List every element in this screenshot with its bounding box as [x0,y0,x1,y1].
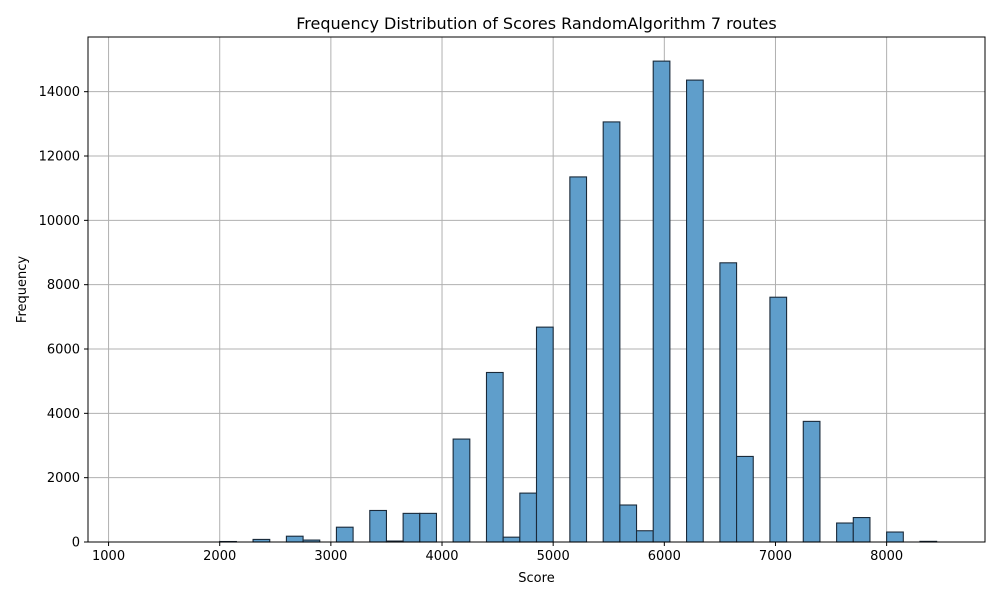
y-tick-label: 2000 [47,471,80,486]
histogram-bar [836,522,854,543]
histogram-bar [402,512,421,543]
x-tick-label: 6000 [648,549,681,564]
y-tick-label: 6000 [47,343,80,358]
y-tick-label: 14000 [39,85,80,100]
histogram-bar [719,262,738,543]
y-tick-label: 8000 [47,278,80,293]
chart-title: Frequency Distribution of Scores RandomA… [296,14,776,33]
histogram-bar [502,536,521,543]
histogram-bar [769,296,788,543]
histogram-bar [652,60,671,543]
y-axis-label: Frequency [15,256,30,323]
histogram-bar [452,438,471,543]
histogram-bar [419,512,438,543]
histogram-bar [802,420,821,543]
histogram-bar [285,535,304,543]
histogram-bars [219,60,938,543]
x-tick-label: 8000 [870,549,903,564]
histogram-bar [519,492,538,543]
histogram-bar [635,530,654,543]
histogram-bar [369,509,387,543]
histogram-bar [886,531,904,543]
histogram-bar [335,526,354,543]
y-tick-label: 4000 [47,407,80,422]
histogram-bar [569,176,588,543]
plot-frame [87,36,986,543]
x-tick-label: 5000 [537,549,570,564]
axis-ticks: 1000 2000 3000 4000 5000 6000 7000 8000 0 2000 400… [39,85,904,564]
x-tick-label: 2000 [203,549,236,564]
y-tick-label: 10000 [39,214,80,229]
x-tick-label: 4000 [425,549,458,564]
x-tick-label: 7000 [759,549,792,564]
x-axis-label: Score [518,571,554,586]
histogram-bar [736,455,754,543]
histogram-bar [485,371,504,543]
x-tick-label: 1000 [92,549,125,564]
x-tick-label: 3000 [314,549,347,564]
histogram-bar [852,517,871,543]
histogram-bar [686,79,704,543]
histogram-bar [535,326,554,543]
y-tick-label: 12000 [39,150,80,165]
histogram-bar [619,504,638,543]
histogram-bar [602,121,621,543]
y-tick-label: 0 [72,536,80,551]
